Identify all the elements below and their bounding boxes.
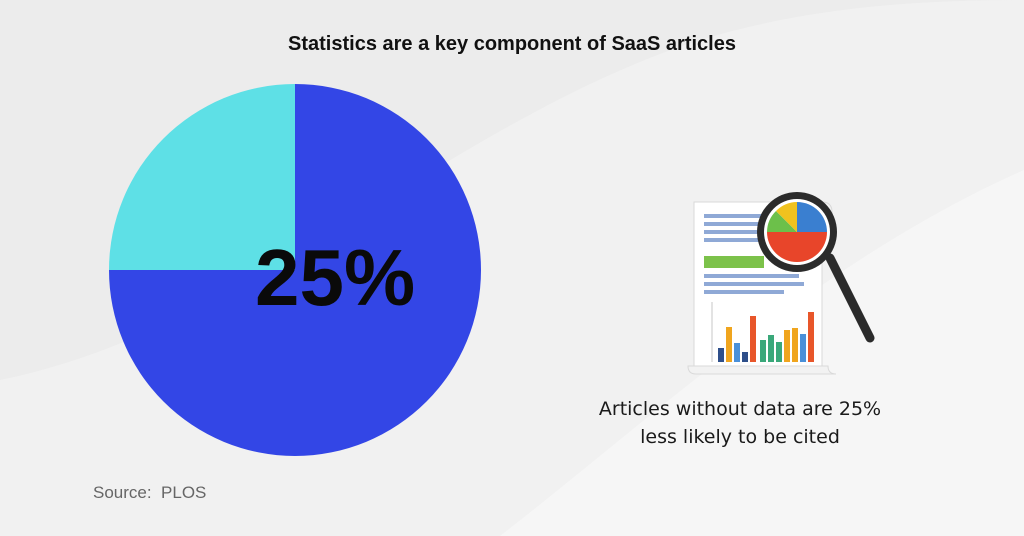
caption-line-2: less likely to be cited (640, 426, 840, 448)
caption: Articles without data are 25% less likel… (560, 395, 920, 451)
chart-title: Statistics are a key component of SaaS a… (288, 33, 736, 55)
pie-slice-1 (109, 84, 481, 456)
center-percentage-label: 25% (255, 233, 416, 322)
report-with-magnifying-glass-icon (687, 192, 875, 375)
caption-line-1: Articles without data are 25% (598, 398, 882, 420)
source-label: Source: PLOS (93, 483, 207, 502)
pie-chart (109, 84, 481, 456)
pie-slice-0 (109, 84, 295, 270)
